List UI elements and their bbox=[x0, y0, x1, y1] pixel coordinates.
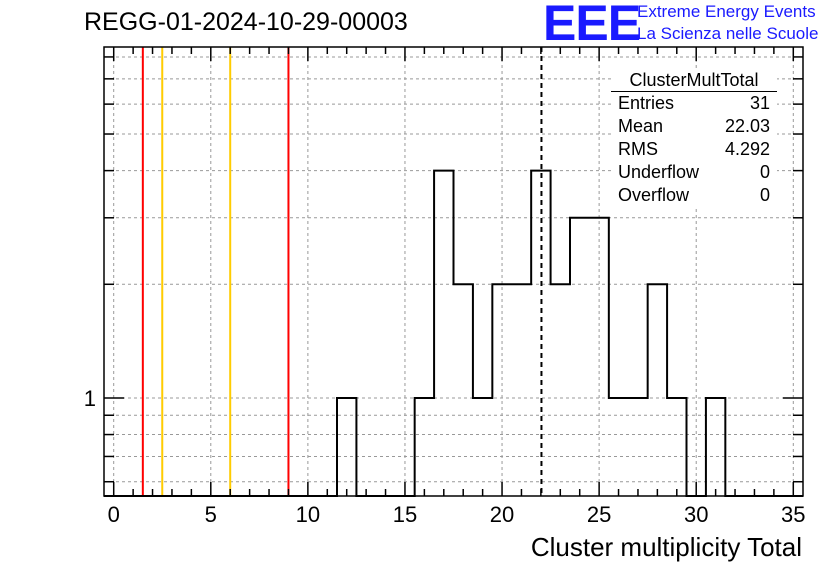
stats-value: 4.292 bbox=[724, 139, 770, 159]
histogram-outline bbox=[104, 169, 803, 497]
stats-row-mean: Mean 22.03 bbox=[611, 116, 777, 138]
reference-lines bbox=[141, 47, 290, 496]
histogram-bin bbox=[512, 284, 531, 496]
stats-row-entries: Entries 31 bbox=[611, 93, 777, 115]
stats-value: 0 bbox=[759, 185, 770, 205]
histogram-bin bbox=[609, 398, 628, 496]
x-tick-label: 15 bbox=[393, 502, 417, 527]
histogram-bin bbox=[434, 171, 453, 496]
x-tick-label: 25 bbox=[587, 502, 611, 527]
x-tick-label: 5 bbox=[205, 502, 217, 527]
histogram-bin bbox=[551, 284, 570, 496]
logo-line-2: La Scienza nelle Scuole bbox=[637, 24, 819, 43]
stats-value: 31 bbox=[749, 93, 770, 113]
stats-label: Mean bbox=[618, 116, 664, 136]
x-tick-label: 0 bbox=[108, 502, 120, 527]
x-tick-label: 10 bbox=[296, 502, 320, 527]
histogram-bin bbox=[454, 284, 473, 496]
stats-box: ClusterMultTotal Entries 31 Mean 22.03 R… bbox=[611, 69, 777, 209]
x-tick-label: 30 bbox=[684, 502, 708, 527]
histogram-series bbox=[104, 169, 803, 497]
y-tick-label: 1 bbox=[84, 386, 96, 411]
histogram-bin bbox=[570, 218, 589, 496]
x-tick-label: 20 bbox=[490, 502, 514, 527]
stats-divider bbox=[611, 91, 777, 92]
axes: 0 5 10 15 20 25 30 35 1 bbox=[84, 46, 806, 527]
stats-label: Entries bbox=[618, 93, 675, 113]
stats-label: Underflow bbox=[618, 162, 700, 182]
eee-logo: EEE bbox=[543, 0, 641, 51]
logo-line-1: Extreme Energy Events bbox=[637, 2, 816, 21]
histogram-bin bbox=[648, 284, 667, 496]
chart-title: REGG-01-2024-10-29-00003 bbox=[84, 8, 408, 36]
x-axis-label: Cluster multiplicity Total bbox=[530, 532, 802, 562]
stats-value: 22.03 bbox=[724, 116, 770, 136]
stats-row-underflow: Underflow 0 bbox=[611, 162, 777, 184]
stats-value: 0 bbox=[759, 162, 770, 182]
stats-title: ClusterMultTotal bbox=[629, 70, 759, 90]
stats-row-rms: RMS 4.292 bbox=[611, 139, 777, 161]
x-tick-label: 35 bbox=[781, 502, 805, 527]
stats-label: Overflow bbox=[618, 185, 690, 205]
stats-label: RMS bbox=[618, 139, 658, 159]
plot-frame bbox=[103, 46, 804, 497]
stats-row-overflow: Overflow 0 bbox=[611, 185, 777, 207]
